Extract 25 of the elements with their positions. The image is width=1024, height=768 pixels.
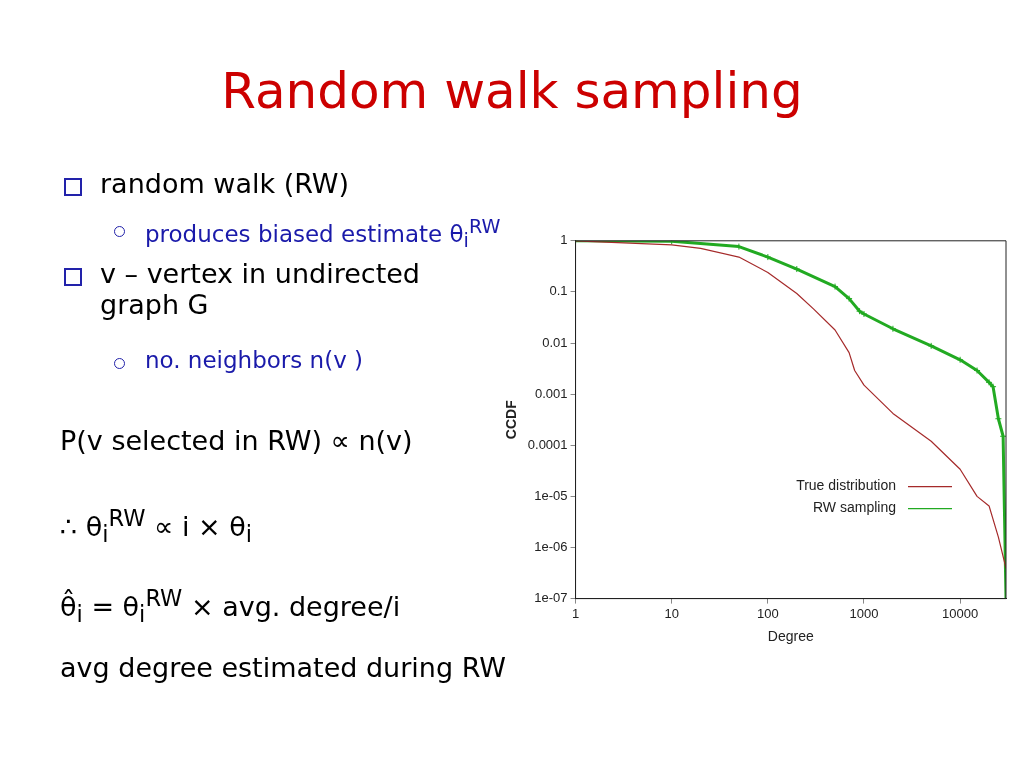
text: P(v selected in RW) ∝ n(v) — [60, 425, 413, 456]
y-tick-label: 0.01 — [542, 334, 568, 350]
x-tick-label: 1 — [571, 605, 580, 621]
y-tick-label: 1 — [560, 232, 568, 248]
text: random walk (RW) — [100, 168, 350, 199]
x-tick-label: 1000 — [849, 605, 879, 621]
text: no. neighbors n(v ) — [145, 347, 364, 373]
x-axis-title: Degree — [767, 628, 814, 645]
y-axis-title: CCDF — [503, 399, 520, 440]
x-tick-label: 100 — [756, 605, 779, 621]
y-tick-label: 1e-06 — [534, 539, 568, 555]
text: avg degree estimated during RW — [60, 652, 507, 683]
y-tick-label: 0.001 — [535, 385, 568, 401]
y-tick-label: 0.0001 — [527, 436, 568, 452]
text: θ̂$_{i}$ = θ$_{i}$$^{RW}$ × avg. degree/i — [60, 585, 401, 628]
x-tick-label: 10 — [664, 605, 679, 621]
text: v – vertex in undirected graph G — [100, 258, 421, 320]
legend-label: True distribution — [796, 477, 896, 494]
y-tick-label: 1e-07 — [534, 590, 568, 606]
y-tick-label: 1e-05 — [534, 487, 568, 503]
legend-label: RW sampling — [813, 499, 896, 516]
chart-title: Random walk sampling — [220, 62, 804, 120]
text: ∴ θ$_{i}$$^{RW}$ ∝ i × θ$_{i}$ — [60, 505, 253, 548]
y-tick-label: 0.1 — [549, 283, 568, 299]
x-tick-label: 10000 — [942, 605, 979, 621]
